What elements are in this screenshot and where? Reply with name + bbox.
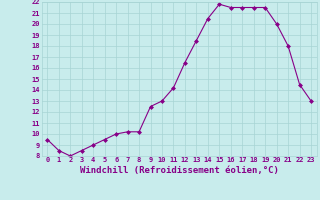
X-axis label: Windchill (Refroidissement éolien,°C): Windchill (Refroidissement éolien,°C) — [80, 166, 279, 175]
